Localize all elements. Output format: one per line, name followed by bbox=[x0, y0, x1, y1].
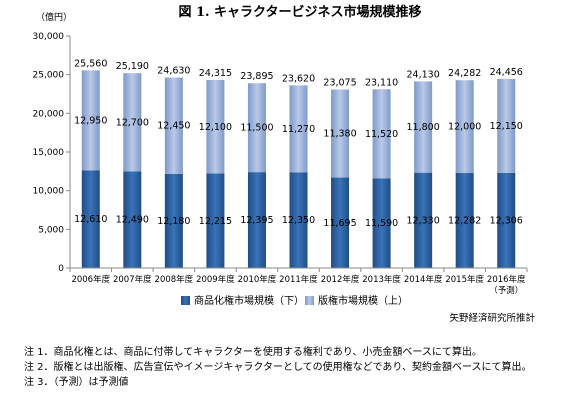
value-label-total: 24,456 bbox=[490, 67, 523, 78]
bar-lower bbox=[206, 173, 225, 268]
value-label-total: 23,075 bbox=[323, 78, 356, 89]
bar-lower bbox=[123, 171, 142, 268]
value-label-lower: 12,350 bbox=[282, 215, 315, 226]
value-label-lower: 12,610 bbox=[74, 214, 107, 225]
x-tick-label: 2013年度 bbox=[362, 274, 401, 285]
x-tick-label: 2014年度 bbox=[404, 274, 443, 285]
x-tick-label: 2011年度 bbox=[279, 274, 318, 285]
y-tick-label: 20,000 bbox=[33, 109, 65, 119]
y-tick-label: 5,000 bbox=[38, 225, 64, 235]
x-tick-label: 2006年度 bbox=[71, 274, 110, 285]
value-label-lower: 12,490 bbox=[116, 215, 149, 226]
legend: 商品化権市場規模（下） 版権市場規模（上） bbox=[181, 294, 408, 307]
bar-upper bbox=[414, 81, 433, 173]
value-label-total: 25,190 bbox=[116, 61, 149, 72]
bar-upper bbox=[289, 85, 308, 173]
y-tick-label: 25,000 bbox=[33, 71, 65, 81]
x-tick-label: 2010年度 bbox=[238, 274, 277, 285]
bar-upper bbox=[455, 80, 474, 174]
value-label-upper: 12,700 bbox=[116, 117, 149, 128]
value-label-lower: 11,695 bbox=[323, 218, 356, 229]
value-label-lower: 12,395 bbox=[240, 215, 273, 226]
value-label-upper: 11,270 bbox=[282, 124, 315, 135]
bar-upper bbox=[81, 70, 100, 171]
value-label-upper: 11,520 bbox=[365, 129, 398, 140]
value-label-total: 23,620 bbox=[282, 73, 315, 84]
bar-upper bbox=[164, 77, 183, 174]
bar-lower bbox=[497, 172, 516, 268]
value-label-upper: 11,380 bbox=[323, 129, 356, 140]
value-label-upper: 11,500 bbox=[240, 123, 273, 134]
y-tick-label: 30,000 bbox=[33, 32, 65, 42]
y-axis-unit: （億円） bbox=[36, 11, 72, 23]
value-label-lower: 11,590 bbox=[365, 218, 398, 229]
value-label-lower: 12,215 bbox=[199, 216, 232, 227]
legend-swatch-lower bbox=[181, 296, 190, 305]
bar-upper bbox=[123, 73, 142, 172]
legend-label-lower: 商品化権市場規模（下） bbox=[194, 294, 304, 307]
bar-lower bbox=[164, 173, 183, 268]
value-label-lower: 12,330 bbox=[407, 215, 440, 226]
bar-lower bbox=[331, 177, 350, 268]
value-label-total: 23,110 bbox=[365, 77, 398, 88]
value-label-upper: 12,000 bbox=[448, 122, 481, 133]
legend-swatch-upper bbox=[305, 296, 314, 305]
data-labels: 12,610 12,950 25,560 12,490 12,700 25,190 12,1… bbox=[74, 58, 523, 229]
y-tick-label: 15,000 bbox=[33, 148, 65, 158]
bar-upper bbox=[331, 89, 350, 178]
value-label-total: 24,315 bbox=[199, 68, 232, 79]
bar-upper bbox=[247, 83, 266, 173]
value-label-total: 24,630 bbox=[157, 66, 190, 77]
bar-lower bbox=[247, 172, 266, 268]
bar-lower bbox=[372, 178, 391, 268]
y-tick-label: 0 bbox=[58, 264, 64, 274]
value-label-lower: 12,180 bbox=[157, 216, 190, 227]
bars bbox=[81, 70, 516, 268]
bar-upper bbox=[497, 78, 516, 173]
value-label-total: 25,560 bbox=[74, 58, 107, 69]
y-axis: 0 5,000 10,000 15,000 20,000 25,000 30,000 bbox=[33, 32, 71, 274]
note-3: 注 3．（予測）は予測値 bbox=[24, 375, 129, 388]
bar-lower bbox=[414, 172, 433, 268]
value-label-upper: 12,450 bbox=[157, 121, 190, 132]
x-tick-sublabel: （予測） bbox=[489, 285, 523, 296]
bar-lower bbox=[289, 172, 308, 268]
bar-upper bbox=[206, 79, 225, 174]
x-tick-label: 2015年度 bbox=[445, 274, 484, 285]
value-label-lower: 12,306 bbox=[490, 215, 523, 226]
x-axis: 2006年度 2007年度 2008年度 2009年度 2010年度 2011年度 2012… bbox=[69, 267, 528, 296]
x-tick-label: 2007年度 bbox=[113, 274, 152, 285]
source-credit: 矢野経済研究所推計 bbox=[449, 312, 535, 324]
value-label-total: 23,895 bbox=[240, 71, 273, 82]
value-label-upper: 12,150 bbox=[490, 121, 523, 132]
x-tick-label: 2009年度 bbox=[196, 274, 235, 285]
value-label-total: 24,130 bbox=[407, 69, 440, 80]
x-tick-label: 2008年度 bbox=[155, 274, 194, 285]
note-1: 注 1．商品化権とは、商品に付帯してキャラクターを使用する権利であり、小売金額ベ… bbox=[24, 345, 482, 358]
bar-lower bbox=[81, 170, 100, 268]
value-label-upper: 12,950 bbox=[74, 115, 107, 126]
bar-lower bbox=[455, 173, 474, 268]
x-tick-label: 2012年度 bbox=[321, 274, 360, 285]
value-label-upper: 12,100 bbox=[199, 122, 232, 133]
chart-title: 図 1. キャラクタービジネス市場規模推移 bbox=[178, 4, 421, 20]
value-label-lower: 12,282 bbox=[448, 216, 481, 227]
value-label-total: 24,282 bbox=[448, 68, 481, 79]
bar-upper bbox=[372, 89, 391, 179]
legend-label-upper: 版権市場規模（上） bbox=[318, 294, 408, 307]
note-2: 注 2．版権とは出版権、広告宣伝やイメージキャラクターとしての使用権などであり、… bbox=[24, 360, 531, 373]
x-tick-label: 2016年度 bbox=[487, 274, 526, 285]
value-label-upper: 11,800 bbox=[407, 122, 440, 133]
y-tick-label: 10,000 bbox=[33, 187, 65, 197]
